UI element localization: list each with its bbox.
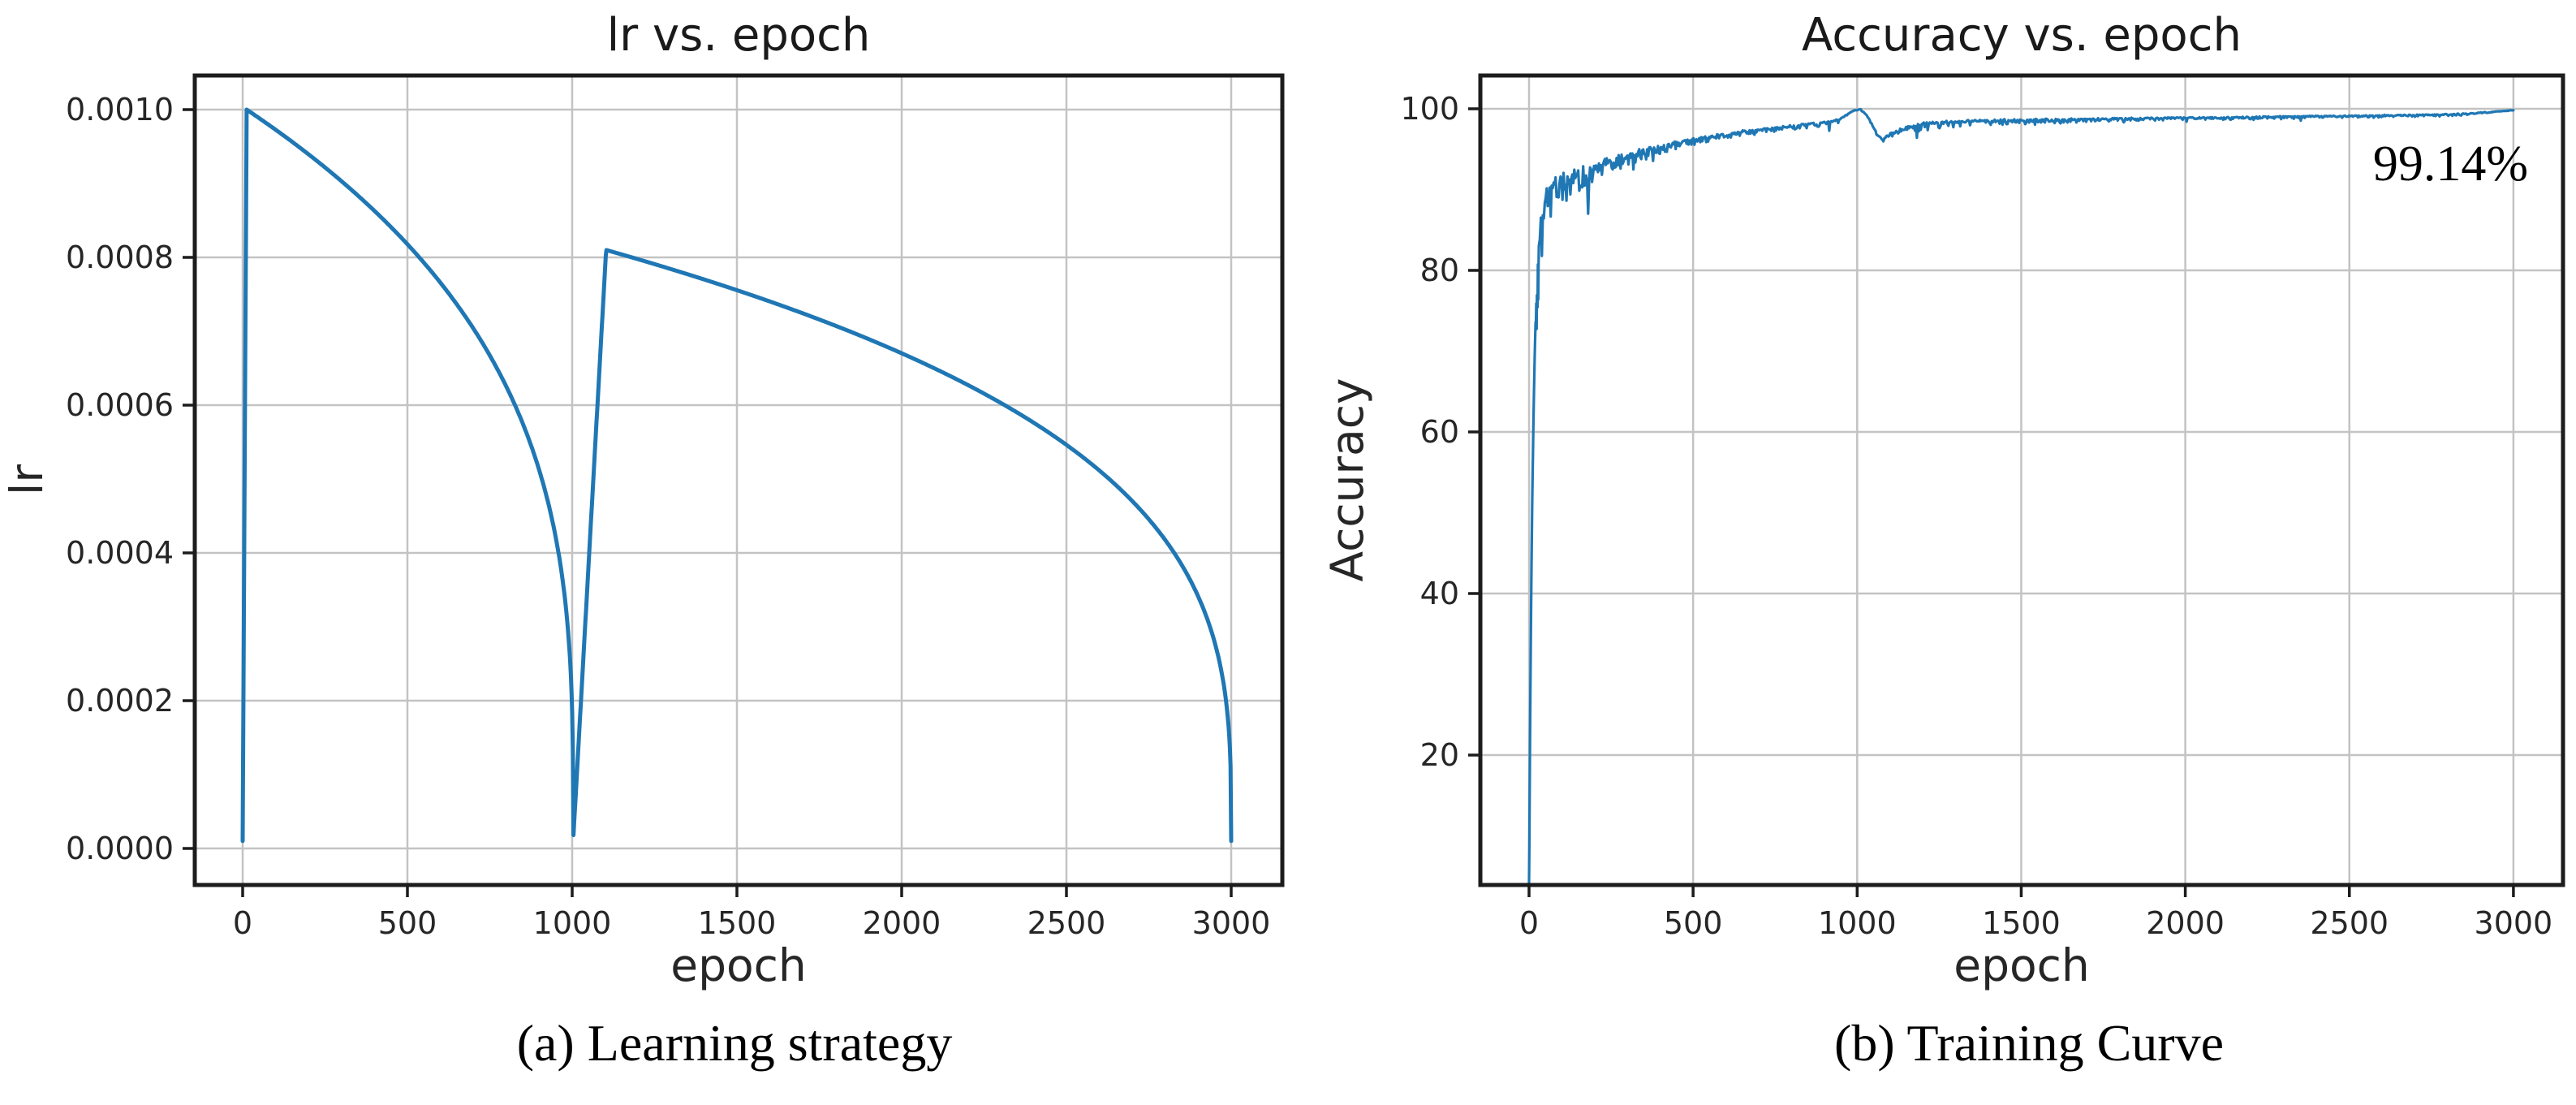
accuracy-gridlines: [1480, 76, 2563, 885]
x-tick-label: 2500: [2310, 905, 2389, 941]
x-tick-label: 1000: [533, 905, 612, 941]
x-tick-label: 2000: [863, 905, 941, 941]
lr-ticks: [183, 108, 1233, 897]
x-tick-label: 2500: [1027, 905, 1106, 941]
lr-xaxis-label: epoch: [670, 939, 807, 991]
y-tick-label: 40: [1420, 576, 1459, 611]
final-accuracy-annotation: 99.14%: [2373, 136, 2528, 192]
accuracy-chart-title: Accuracy vs. epoch: [1802, 9, 2242, 62]
caption-training-curve: (b) Training Curve: [1834, 1014, 2224, 1072]
y-tick-label: 0.0000: [66, 831, 174, 866]
lr-line: [240, 107, 1234, 844]
x-tick-label: 500: [378, 905, 437, 941]
accuracy-curve: [1527, 107, 2515, 884]
y-tick-label: 100: [1400, 91, 1459, 127]
x-tick-label: 3000: [2475, 905, 2553, 941]
lr-yaxis-label: lr: [1, 464, 53, 495]
y-tick-label: 0.0002: [66, 683, 174, 719]
y-tick-label: 80: [1420, 253, 1459, 288]
y-tick-label: 60: [1420, 414, 1459, 450]
accuracy-xaxis-label: epoch: [1954, 939, 2090, 991]
x-tick-label: 3000: [1192, 905, 1271, 941]
x-tick-label: 2000: [2146, 905, 2225, 941]
lr-curve: [240, 107, 1234, 844]
accuracy-tick-labels: 0 500 1000 1500 2000 2500 3000 20 40 60 80 100: [1400, 91, 2552, 941]
y-tick-label: 0.0008: [66, 240, 174, 275]
accuracy-line: [1527, 107, 2515, 884]
lr-chart-title: lr vs. epoch: [607, 9, 871, 62]
y-tick-label: 0.0006: [66, 387, 174, 423]
x-tick-label: 1000: [1818, 905, 1897, 941]
accuracy-plot-panel: 0 500 1000 1500 2000 2500 3000 20 40 60 80 100 Accu…: [1288, 0, 2576, 1105]
lr-plot-panel: 0 500 1000 1500 2000 2500 3000 0.0000 0.0002 0.00…: [1, 9, 1285, 1072]
y-tick-label: 0.0004: [66, 535, 174, 571]
x-tick-label: 500: [1664, 905, 1723, 941]
y-tick-label: 20: [1420, 737, 1459, 773]
lr-axes-frame: [192, 73, 1285, 887]
accuracy-chart: 0 500 1000 1500 2000 2500 3000 20 40 60 80 100 Accu…: [1321, 9, 2565, 991]
lr-chart: 0 500 1000 1500 2000 2500 3000 0.0000 0.0002 0.00…: [1, 9, 1285, 991]
accuracy-yaxis-label: Accuracy: [1321, 378, 1373, 581]
accuracy-ticks: [1468, 107, 2515, 897]
caption-learning-strategy: (a) Learning strategy: [516, 1014, 953, 1072]
x-tick-label: 0: [1519, 905, 1539, 941]
x-tick-label: 0: [233, 905, 252, 941]
axes-spines: [192, 73, 1285, 887]
y-tick-label: 0.0010: [66, 92, 174, 127]
lr-gridlines: [195, 76, 1282, 885]
x-tick-label: 1500: [698, 905, 777, 941]
lr-tick-labels: 0 500 1000 1500 2000 2500 3000 0.0000 0.0002 0.00…: [66, 92, 1270, 941]
x-tick-label: 1500: [1982, 905, 2061, 941]
